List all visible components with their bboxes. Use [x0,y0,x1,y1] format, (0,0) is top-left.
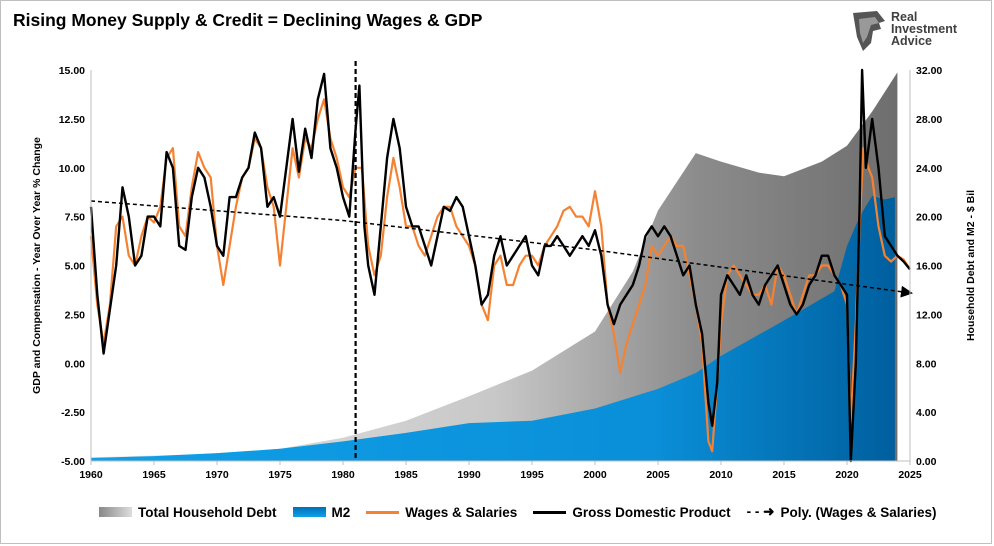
y-tick-right: 12.00 [916,309,942,321]
y-tick-right: 20.00 [916,212,942,224]
legend: Total Household Debt M2 Wages & Salaries… [99,504,937,520]
x-tick: 1995 [520,469,544,481]
x-tick: 1960 [79,469,103,481]
legend-item-m2: M2 [292,504,351,520]
legend-label: Poly. (Wages & Salaries) [780,504,937,520]
x-tick: 2005 [646,469,670,481]
y-tick-left: 0.00 [65,358,86,370]
wages-line [89,98,911,453]
x-tick: 2020 [835,469,859,481]
x-tick: 1975 [268,469,292,481]
legend-item-debt: Total Household Debt [99,505,277,520]
legend-swatch [533,510,567,514]
logo-line: Investment [891,22,957,36]
legend-item-wages: Wages & Salaries [366,505,517,520]
y-tick-right: 8.00 [916,358,937,370]
y-tick-left: -2.50 [61,407,85,419]
logo-line: Real [891,10,918,24]
legend-label: M2 [331,504,351,520]
y-axis-label-right: Household Debt and M2 - $ Bil [965,190,977,341]
m2-area [91,195,895,461]
x-tick: 1970 [205,469,229,481]
trend-line [90,200,913,298]
legend-label: Wages & Salaries [405,504,518,520]
legend-swatch [366,510,400,514]
y-axis-label-left: GDP and Compensation - Year Over Year % … [31,137,43,394]
y-tick-right: 0.00 [916,456,937,468]
x-tick: 1965 [142,469,166,481]
y-tick-right: 24.00 [916,163,942,175]
x-tick: 2010 [709,469,733,481]
eagle-icon [853,11,885,51]
y-tick-right: 4.00 [916,407,937,419]
y-tick-right: 32.00 [916,65,942,77]
logo-line: Advice [891,34,932,48]
legend-label: Total Household Debt [138,504,277,520]
legend-swatch [99,507,132,517]
x-tick: 2015 [772,469,796,481]
y-tick-left: 2.50 [65,309,86,321]
x-tick: 1990 [457,469,481,481]
gdp-line [89,68,911,463]
legend-swatch [292,507,326,517]
y-tick-left: 15.00 [59,65,85,77]
dashed-arrow-icon: - - ➜ [746,504,775,519]
x-tick: 1985 [394,469,418,481]
y-tick-right: 16.00 [916,261,942,273]
household-debt-area [91,72,898,462]
y-tick-right: 28.00 [916,114,942,126]
logo: Real Investment Advice [851,9,981,53]
x-tick: 1980 [331,469,355,481]
legend-label: Gross Domestic Product [572,504,731,520]
chart-title: Rising Money Supply & Credit = Declining… [13,10,483,30]
y-tick-left: 7.50 [65,212,86,224]
x-tick: 2000 [583,469,607,481]
y-tick-left: 5.00 [65,261,86,273]
legend-item-gdp: Gross Domestic Product [533,504,731,520]
y-tick-left: -5.00 [61,456,85,468]
y-tick-left: 10.00 [59,163,85,175]
x-tick: 2025 [898,469,922,481]
legend-item-trend: - - ➜ Poly. (Wages & Salaries) [747,504,937,520]
y-tick-left: 12.50 [59,114,85,126]
